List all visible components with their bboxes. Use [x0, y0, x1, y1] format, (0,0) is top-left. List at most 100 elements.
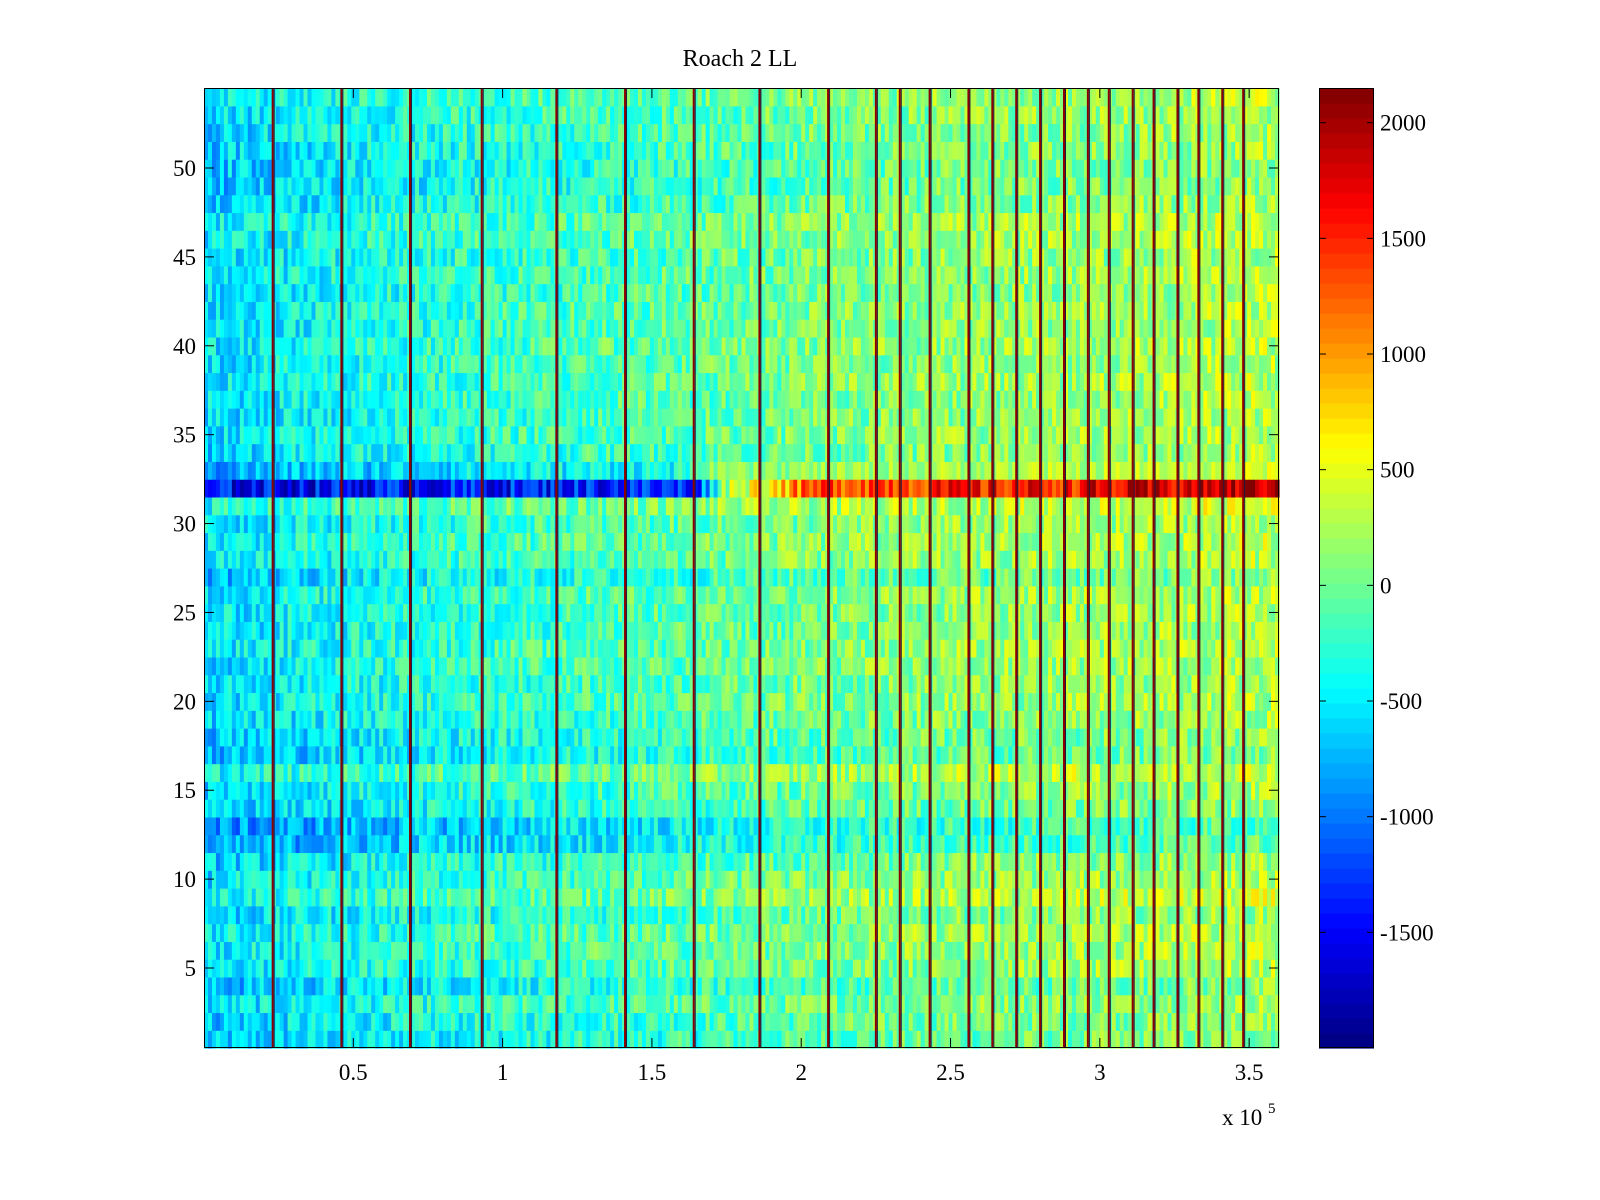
heatmap-cell — [781, 976, 786, 996]
heatmap-cell — [741, 870, 747, 889]
heatmap-cell — [558, 888, 563, 907]
heatmap-cell — [1207, 1030, 1212, 1049]
heatmap-cell — [920, 941, 926, 960]
heatmap-cell — [403, 870, 408, 889]
heatmap-cell — [841, 728, 846, 747]
heatmap-cell — [251, 888, 257, 907]
heatmap-cell — [331, 976, 336, 996]
heatmap-cell — [518, 799, 524, 818]
heatmap-cell — [1255, 834, 1260, 854]
heatmap-cell — [247, 870, 253, 889]
heatmap-cell — [1024, 905, 1029, 925]
heatmap-cell — [1227, 923, 1232, 942]
heatmap-cell — [259, 781, 265, 800]
heatmap-cell — [1207, 959, 1212, 978]
heatmap-cell — [717, 941, 723, 960]
heatmap-cell — [1091, 923, 1097, 942]
heatmap-cell — [335, 1030, 340, 1049]
heatmap-cell — [578, 888, 583, 907]
heatmap-cell — [1103, 923, 1109, 942]
heatmap-cell — [411, 1030, 416, 1049]
heatmap-cell — [1275, 1030, 1280, 1049]
heatmap-cell — [845, 905, 850, 925]
heatmap-cell — [395, 959, 400, 978]
heatmap-cell — [1159, 745, 1165, 765]
heatmap-cell — [634, 781, 639, 800]
heatmap-cell — [1067, 994, 1073, 1014]
heatmap-cell — [1036, 959, 1041, 978]
heatmap-cell — [586, 728, 591, 747]
heatmap-cell — [514, 852, 520, 871]
heatmap-cell — [769, 1012, 774, 1031]
heatmap-cell — [442, 905, 448, 925]
heatmap-cell — [745, 1012, 751, 1031]
heatmap-cell — [1119, 905, 1125, 925]
heatmap-cell — [805, 994, 810, 1014]
heatmap-cell — [534, 834, 540, 854]
heatmap-cell — [868, 852, 874, 871]
heatmap-cell — [311, 799, 317, 818]
heatmap-cell — [701, 834, 707, 854]
heatmap-cell — [864, 745, 870, 765]
heatmap-cell — [793, 923, 798, 942]
heatmap-cell — [462, 976, 468, 996]
heatmap-cell — [1167, 1012, 1173, 1031]
heatmap-cell — [602, 710, 607, 729]
heatmap-cell — [713, 816, 719, 836]
heatmap-cell — [1147, 816, 1153, 836]
heatmap-cell — [1075, 1030, 1081, 1049]
heatmap-cell — [1155, 941, 1161, 960]
heatmap-cell — [685, 905, 691, 925]
heatmap-cell — [327, 728, 333, 747]
heatmap-cell — [223, 763, 229, 782]
heatmap-cell — [343, 745, 348, 765]
heatmap-cell — [415, 763, 420, 782]
heatmap-cell — [1183, 941, 1189, 960]
heatmap-cell — [275, 994, 281, 1014]
heatmap-cell — [940, 1012, 946, 1031]
heatmap-cell — [430, 816, 436, 836]
heatmap-cell — [968, 1030, 974, 1049]
heatmap-cell — [506, 745, 512, 765]
heatmap-cell — [1191, 870, 1196, 889]
heatmap-cell — [833, 941, 838, 960]
heatmap-cell — [729, 1030, 735, 1049]
heatmap-cell — [1243, 888, 1248, 907]
heatmap-cell — [1071, 852, 1077, 871]
heatmap-cell — [263, 994, 269, 1014]
heatmap-cell — [1067, 728, 1073, 747]
heatmap-cell — [996, 888, 1001, 907]
heatmap-cell — [530, 923, 536, 942]
heatmap-cell — [1239, 799, 1244, 818]
heatmap-cell — [446, 905, 452, 925]
heatmap-cell — [789, 799, 794, 818]
heatmap-cell — [319, 763, 325, 782]
heatmap-cell — [1275, 923, 1280, 942]
heatmap-cell — [769, 870, 774, 889]
heatmap-cell — [1091, 816, 1097, 836]
heatmap-cell — [737, 1012, 743, 1031]
heatmap-cell — [1223, 959, 1228, 978]
heatmap-cell — [311, 728, 317, 747]
heatmap-cell — [279, 799, 285, 818]
heatmap-cell — [514, 1012, 520, 1031]
heatmap-cell — [936, 852, 942, 871]
heatmap-cell — [856, 870, 862, 889]
heatmap-cell — [219, 870, 225, 889]
heatmap-cell — [1159, 976, 1165, 996]
heatmap-cell — [717, 745, 723, 765]
heatmap-cell — [849, 923, 854, 942]
heatmap-cell — [303, 959, 309, 978]
heatmap-cell — [263, 923, 269, 942]
heatmap-cell — [462, 816, 468, 836]
heatmap-cell — [219, 763, 225, 782]
heatmap-cell — [849, 816, 854, 836]
heatmap-cell — [391, 781, 396, 800]
heatmap-cell — [1004, 728, 1009, 747]
heatmap-cell — [482, 1012, 488, 1031]
heatmap-cell — [1167, 976, 1173, 996]
heatmap-cell — [606, 852, 611, 871]
heatmap-cell — [215, 870, 221, 889]
heatmap-cell — [1243, 781, 1248, 800]
heatmap-cell — [530, 1012, 536, 1031]
